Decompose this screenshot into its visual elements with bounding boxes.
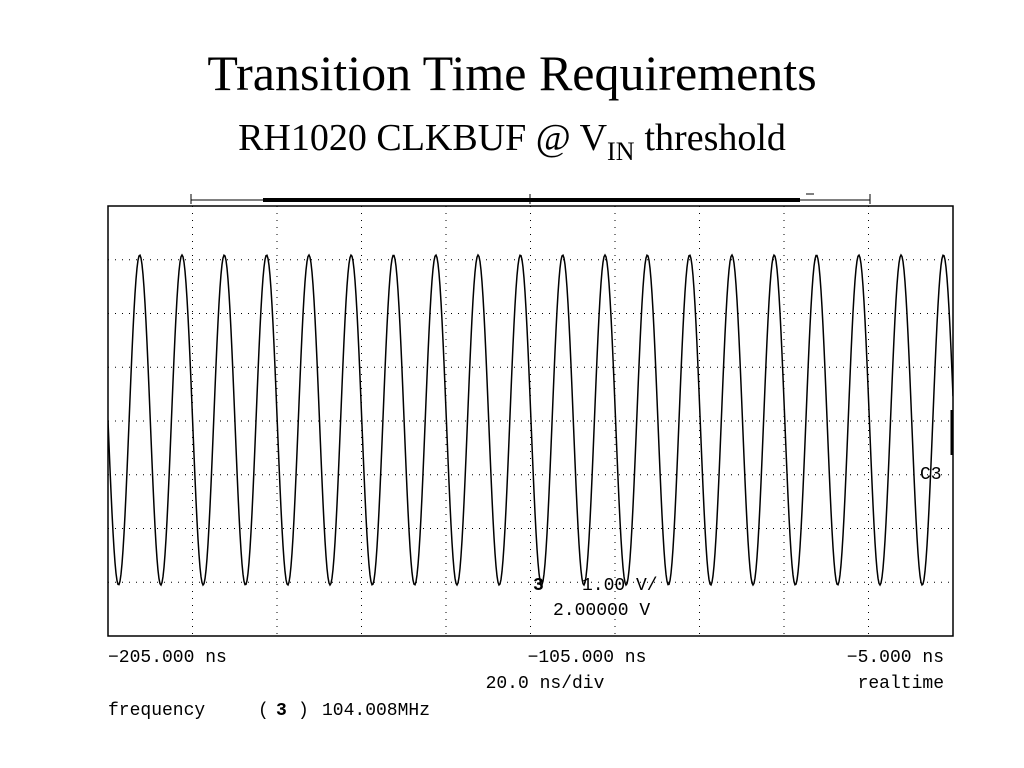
timebase: 20.0 ns/div	[486, 674, 605, 694]
acquisition-mode: realtime	[858, 674, 944, 694]
channel-scale: 1.00 V/	[582, 576, 658, 596]
time-center: −105.000 ns	[528, 648, 647, 668]
channel-marker: 3	[533, 576, 544, 596]
measurement-open: (	[258, 701, 269, 721]
subtitle-suffix: threshold	[644, 117, 785, 159]
time-right: −5.000 ns	[847, 648, 944, 668]
measurement-name: frequency	[108, 701, 205, 721]
subtitle: RH1020 CLKBUF @ VIN threshold	[238, 117, 786, 166]
subtitle-subscript: IN	[607, 137, 635, 166]
subtitle-text: RH1020 CLKBUF @ V	[238, 117, 608, 159]
measurement-close: )	[298, 701, 309, 721]
time-left: −205.000 ns	[108, 648, 227, 668]
waveform	[108, 253, 953, 587]
scope-grid	[108, 206, 953, 636]
measurement-value: 104.008MHz	[322, 701, 430, 721]
channel-label: C3	[920, 465, 942, 485]
measurement-channel: 3	[276, 701, 287, 721]
channel-offset: 2.00000 V	[553, 601, 650, 621]
title: Transition Time Requirements	[207, 45, 816, 101]
record-bar	[190, 193, 871, 204]
